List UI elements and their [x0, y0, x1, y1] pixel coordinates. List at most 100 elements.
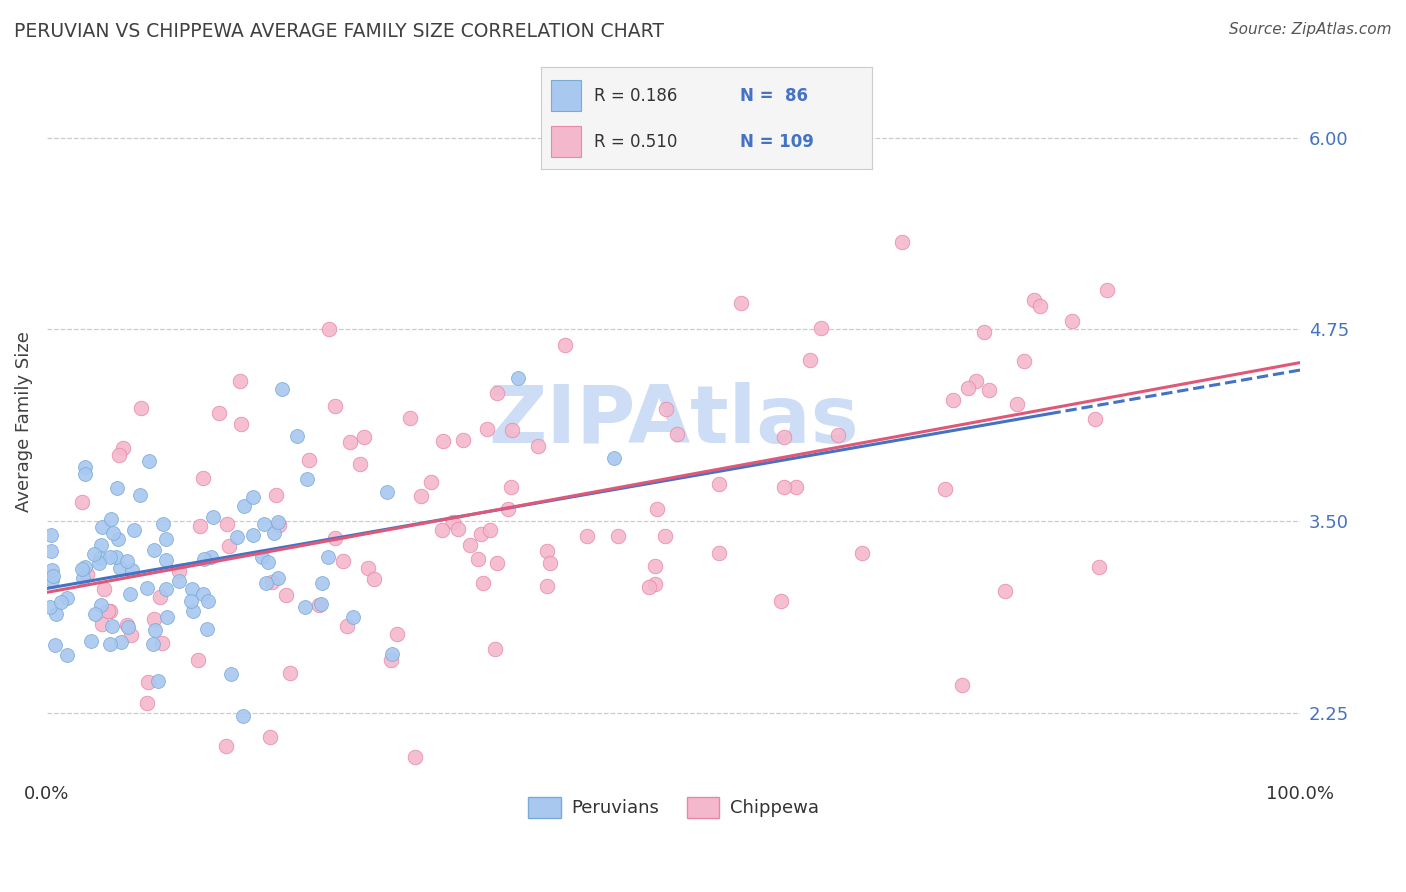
Point	[105, 481, 128, 495]
Point	[1005, 397, 1028, 411]
Point	[357, 561, 380, 575]
Point	[501, 479, 523, 493]
Point	[478, 523, 501, 537]
Point	[942, 392, 965, 407]
Point	[363, 572, 385, 586]
Point	[186, 653, 208, 667]
Point	[451, 434, 474, 448]
Y-axis label: Average Family Size: Average Family Size	[15, 331, 32, 512]
Point	[73, 467, 96, 481]
Point	[128, 488, 150, 502]
Point	[49, 595, 72, 609]
Point	[197, 594, 219, 608]
Point	[645, 502, 668, 516]
Point	[218, 539, 240, 553]
Point	[202, 510, 225, 524]
Point	[336, 619, 359, 633]
Point	[318, 549, 340, 564]
Point	[606, 528, 628, 542]
Point	[75, 559, 97, 574]
Point	[91, 616, 114, 631]
Point	[70, 561, 93, 575]
Point	[180, 594, 202, 608]
Point	[538, 556, 561, 570]
Point	[83, 547, 105, 561]
Point	[311, 576, 333, 591]
Point	[309, 597, 332, 611]
Point	[308, 599, 330, 613]
Point	[195, 622, 218, 636]
Point	[72, 571, 94, 585]
Point	[155, 552, 177, 566]
Point	[42, 569, 65, 583]
Point	[41, 573, 63, 587]
Point	[167, 564, 190, 578]
Point	[332, 554, 354, 568]
Point	[270, 383, 292, 397]
Point	[799, 352, 821, 367]
Point	[1062, 313, 1084, 327]
Point	[101, 619, 124, 633]
Text: N = 109: N = 109	[740, 133, 814, 151]
Point	[142, 637, 165, 651]
Point	[44, 638, 66, 652]
Point	[267, 515, 290, 529]
Point	[232, 708, 254, 723]
Point	[644, 559, 666, 574]
Point	[215, 739, 238, 753]
Point	[103, 525, 125, 540]
Point	[260, 574, 283, 589]
Point	[264, 488, 287, 502]
Point	[138, 454, 160, 468]
Text: R = 0.186: R = 0.186	[595, 87, 678, 104]
Point	[259, 730, 281, 744]
Point	[107, 533, 129, 547]
Point	[150, 636, 173, 650]
Point	[229, 417, 252, 432]
Point	[200, 549, 222, 564]
Point	[155, 532, 177, 546]
Point	[149, 590, 172, 604]
Point	[470, 526, 492, 541]
Point	[110, 560, 132, 574]
Point	[432, 434, 454, 448]
Point	[91, 520, 114, 534]
Point	[156, 609, 179, 624]
Point	[467, 552, 489, 566]
Point	[41, 563, 63, 577]
Point	[851, 546, 873, 560]
Point	[707, 546, 730, 560]
Point	[554, 338, 576, 352]
Point	[404, 750, 426, 764]
Text: Source: ZipAtlas.com: Source: ZipAtlas.com	[1229, 22, 1392, 37]
Point	[349, 457, 371, 471]
Point	[142, 612, 165, 626]
Point	[654, 529, 676, 543]
Point	[297, 453, 319, 467]
Point	[242, 528, 264, 542]
Point	[458, 537, 481, 551]
Point	[115, 554, 138, 568]
Point	[87, 557, 110, 571]
Point	[39, 528, 62, 542]
Point	[1097, 283, 1119, 297]
Point	[225, 530, 247, 544]
Point	[827, 428, 849, 442]
Point	[973, 325, 995, 339]
Point	[193, 471, 215, 485]
Point	[1012, 353, 1035, 368]
Point	[957, 380, 980, 394]
Point	[257, 555, 280, 569]
Point	[430, 523, 453, 537]
Point	[769, 594, 792, 608]
Text: R = 0.510: R = 0.510	[595, 133, 678, 151]
Point	[136, 697, 159, 711]
Point	[441, 515, 464, 529]
Point	[208, 406, 231, 420]
Legend: Peruvians, Chippewa: Peruvians, Chippewa	[522, 789, 827, 825]
Point	[115, 618, 138, 632]
Point	[891, 235, 914, 249]
Point	[294, 599, 316, 614]
Point	[39, 600, 62, 615]
Point	[98, 604, 121, 618]
